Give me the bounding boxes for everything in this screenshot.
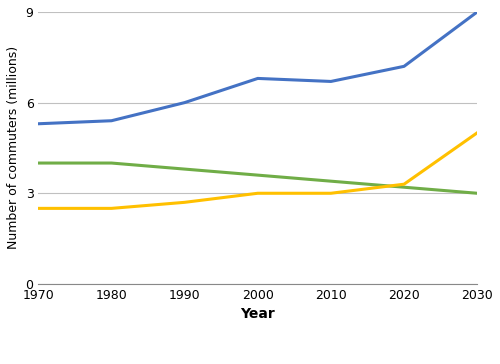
X-axis label: Year: Year (240, 307, 275, 321)
Bus (474, 191, 480, 195)
Y-axis label: Number of commuters (millions): Number of commuters (millions) (7, 46, 20, 249)
Bus (36, 161, 42, 165)
Line: Bus: Bus (38, 163, 477, 193)
Train (401, 182, 407, 186)
Line: Car: Car (38, 12, 477, 124)
Train (328, 191, 334, 195)
Bus (401, 185, 407, 189)
Train (474, 131, 480, 135)
Car (474, 10, 480, 14)
Bus (328, 179, 334, 183)
Line: Train: Train (38, 133, 477, 208)
Car (255, 76, 261, 80)
Train (36, 206, 42, 210)
Car (108, 119, 114, 123)
Train (182, 200, 188, 205)
Car (182, 100, 188, 105)
Train (108, 206, 114, 210)
Bus (182, 167, 188, 171)
Car (401, 64, 407, 68)
Train (255, 191, 261, 195)
Bus (108, 161, 114, 165)
Bus (255, 173, 261, 177)
Car (328, 79, 334, 84)
Car (36, 122, 42, 126)
